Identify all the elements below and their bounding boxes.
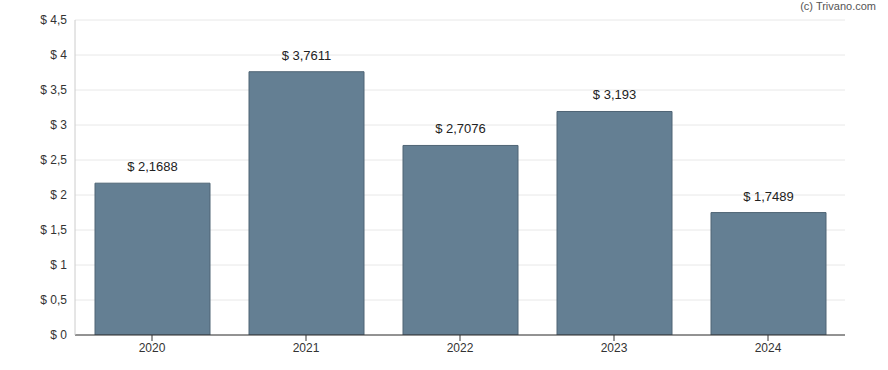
svg-text:$ 2: $ 2 [50,188,67,202]
svg-text:$ 0,5: $ 0,5 [40,293,67,307]
svg-text:$ 2,7076: $ 2,7076 [435,121,486,136]
svg-text:$ 2,1688: $ 2,1688 [127,159,178,174]
svg-text:$ 1,5: $ 1,5 [40,223,67,237]
svg-text:2024: 2024 [755,341,782,355]
svg-text:$ 3,7611: $ 3,7611 [282,48,332,63]
svg-text:2020: 2020 [139,341,166,355]
svg-text:$ 4: $ 4 [50,48,67,62]
svg-text:2023: 2023 [601,341,628,355]
svg-text:$ 0: $ 0 [50,328,67,342]
svg-text:$ 4,5: $ 4,5 [40,13,67,27]
svg-text:$ 3,193: $ 3,193 [593,87,636,102]
svg-text:2022: 2022 [447,341,474,355]
svg-text:$ 1: $ 1 [50,258,67,272]
svg-text:$ 3,5: $ 3,5 [40,83,67,97]
svg-text:$ 1,7489: $ 1,7489 [743,189,794,204]
svg-text:2021: 2021 [293,341,320,355]
html-text:(c) Trivano.com: (c) Trivano.com [800,0,876,12]
svg-text:$ 2,5: $ 2,5 [40,153,67,167]
svg-text:$ 3: $ 3 [50,118,67,132]
